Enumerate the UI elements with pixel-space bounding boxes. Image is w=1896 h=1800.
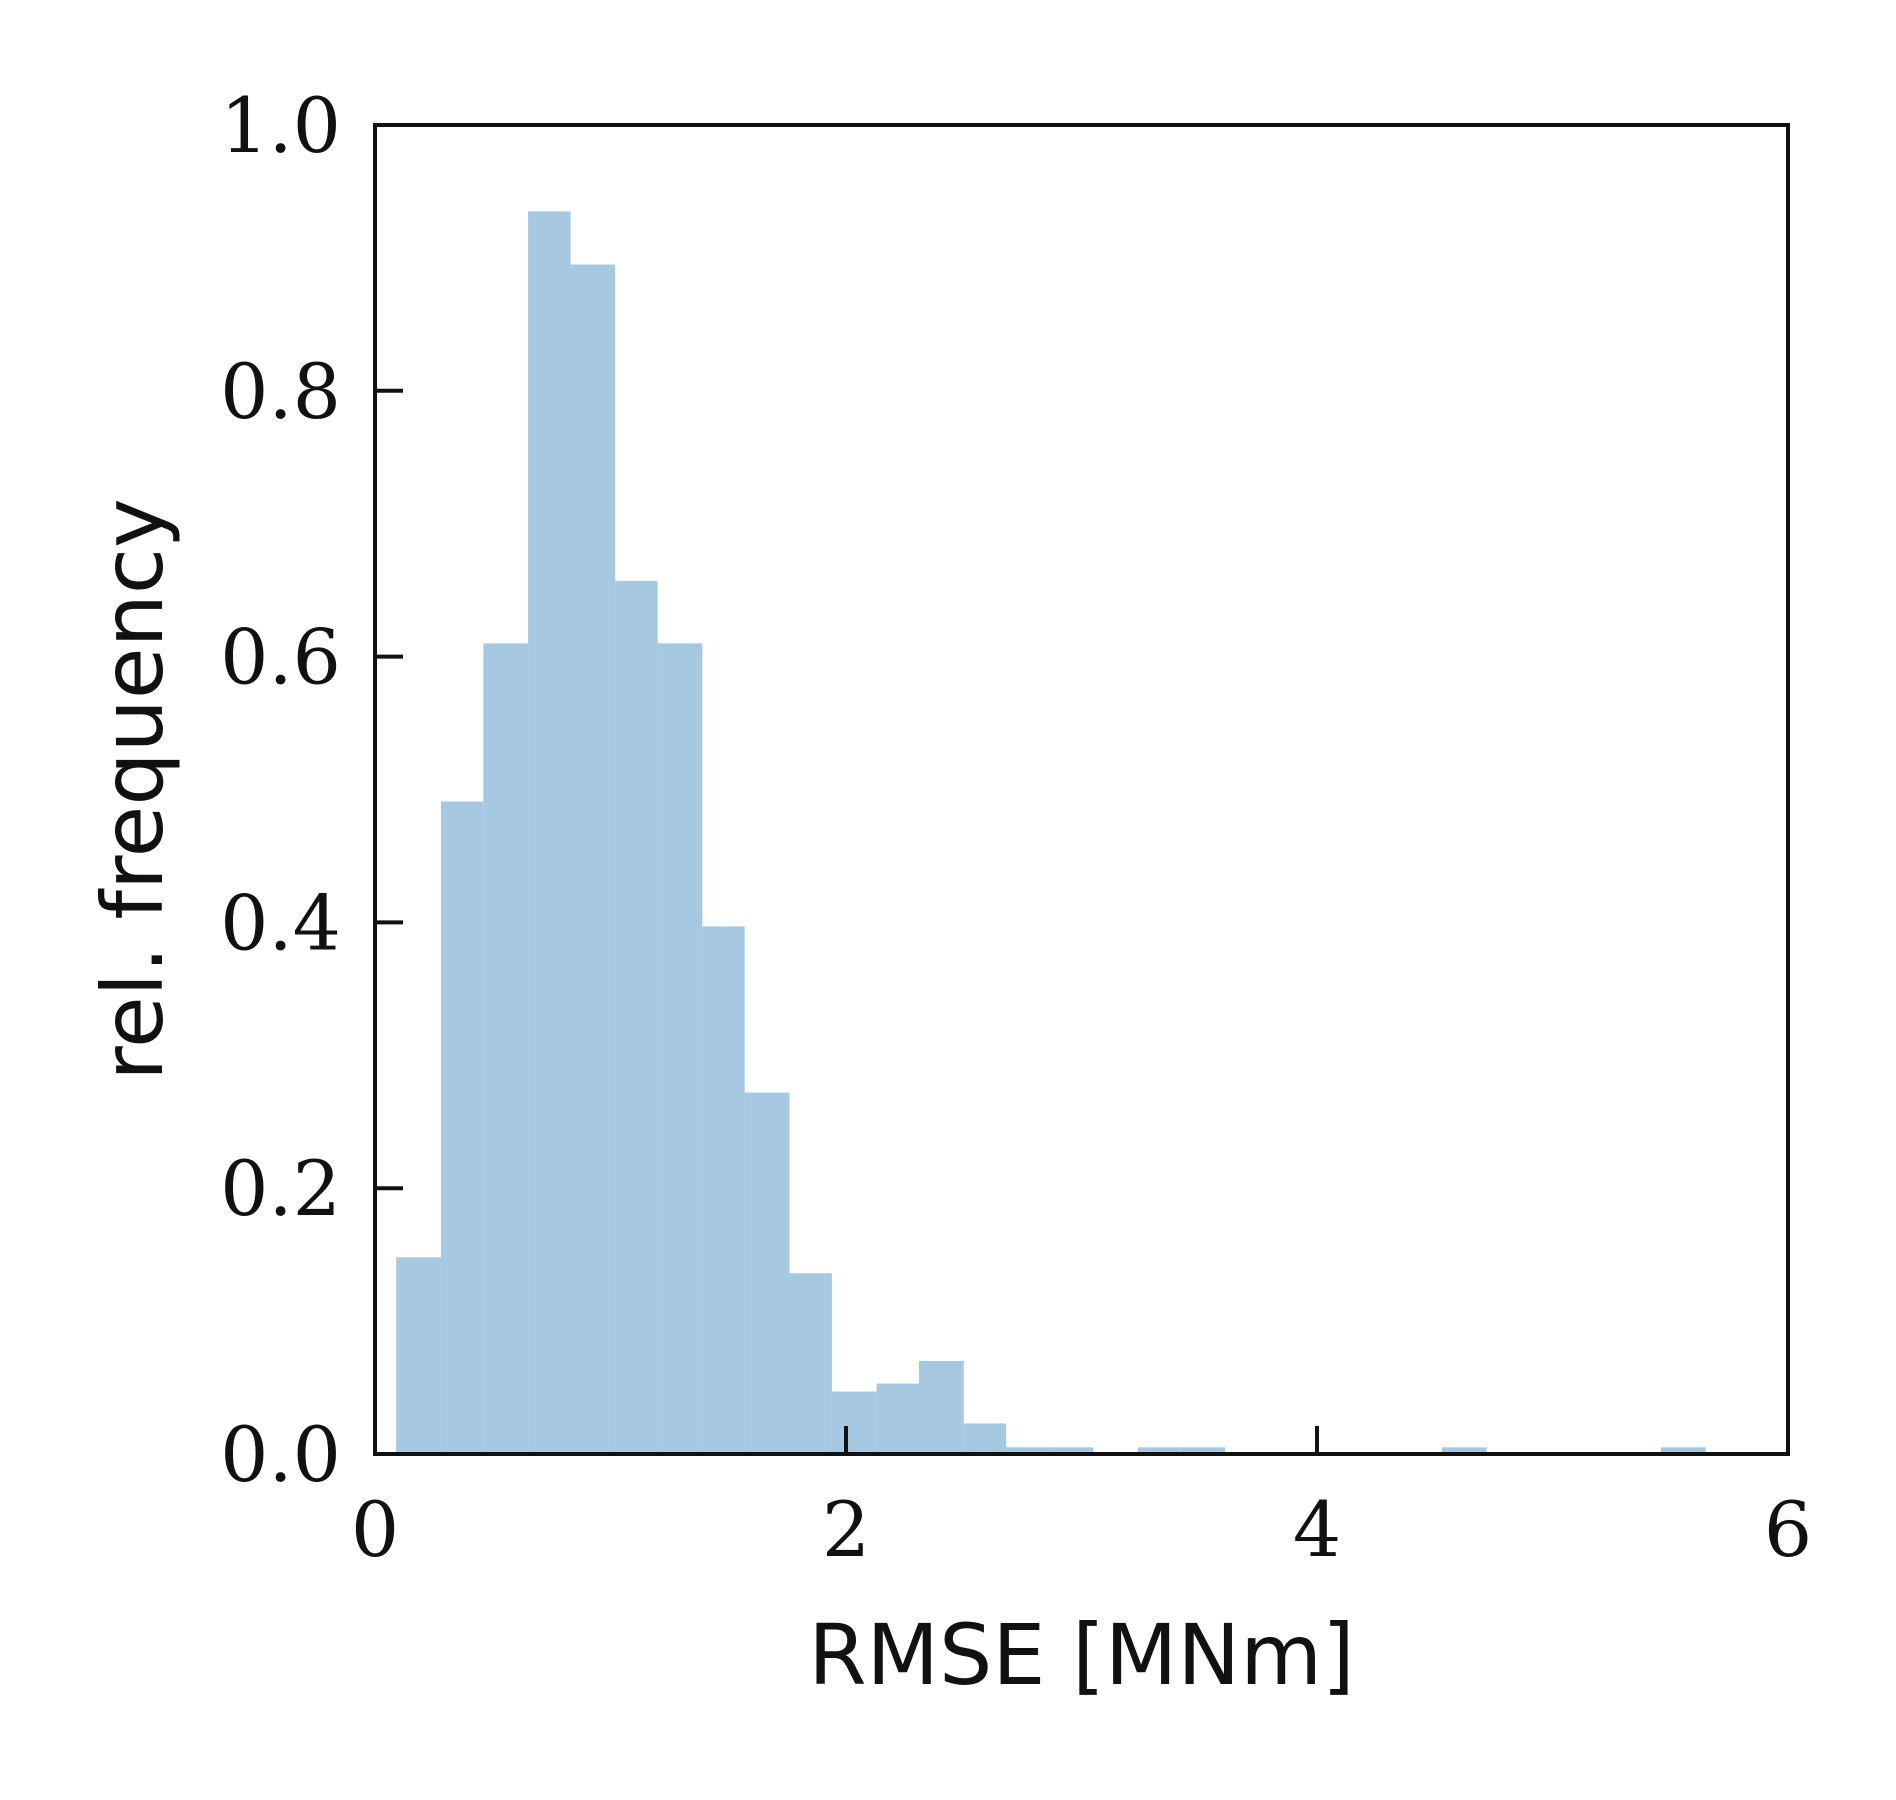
histogram-bar bbox=[1006, 1447, 1051, 1454]
plot-frame bbox=[373, 123, 1790, 1456]
histogram-bar bbox=[483, 643, 529, 1454]
y-tick-label: 0.0 bbox=[220, 1410, 341, 1499]
x-tick-label: 0 bbox=[351, 1485, 399, 1574]
histogram-bar bbox=[831, 1391, 877, 1454]
y-tick-label: 0.4 bbox=[220, 878, 341, 967]
histogram-bar bbox=[1441, 1447, 1487, 1454]
y-tick-label: 0.2 bbox=[220, 1144, 341, 1233]
histogram-bar bbox=[528, 211, 571, 1454]
histogram-bar bbox=[1138, 1447, 1181, 1454]
histogram-bar bbox=[657, 643, 703, 1454]
x-tick-label: 4 bbox=[1293, 1485, 1341, 1574]
histogram-bar bbox=[440, 801, 484, 1454]
histogram-bar bbox=[1050, 1447, 1094, 1454]
histogram-bar bbox=[919, 1360, 964, 1454]
x-axis-label: RMSE [MNm] bbox=[808, 1606, 1355, 1704]
histogram-bar bbox=[702, 926, 745, 1454]
histogram-bar bbox=[396, 1257, 441, 1454]
y-tick-label: 0.6 bbox=[220, 613, 341, 702]
histogram-bar bbox=[876, 1383, 920, 1454]
histogram-bars bbox=[396, 211, 1706, 1454]
histogram-bar bbox=[570, 264, 616, 1454]
y-tick-label: 1.0 bbox=[220, 81, 341, 170]
x-tick-label: 6 bbox=[1764, 1485, 1812, 1574]
x-tick-label: 2 bbox=[822, 1485, 870, 1574]
y-tick-label: 0.8 bbox=[220, 347, 341, 436]
histogram-bar bbox=[789, 1273, 832, 1454]
y-axis-ticks: 0.0 0.2 0.4 0.6 0.8 1.0 bbox=[220, 81, 403, 1499]
x-axis-ticks: 0 2 4 6 bbox=[351, 1426, 1812, 1574]
histogram-bar bbox=[1180, 1447, 1226, 1454]
histogram-bar bbox=[1660, 1447, 1706, 1454]
y-axis-label: rel. frequency bbox=[84, 498, 182, 1080]
histogram-bar bbox=[744, 1092, 790, 1454]
histogram-bar bbox=[963, 1423, 1007, 1454]
histogram-bar bbox=[615, 580, 658, 1454]
